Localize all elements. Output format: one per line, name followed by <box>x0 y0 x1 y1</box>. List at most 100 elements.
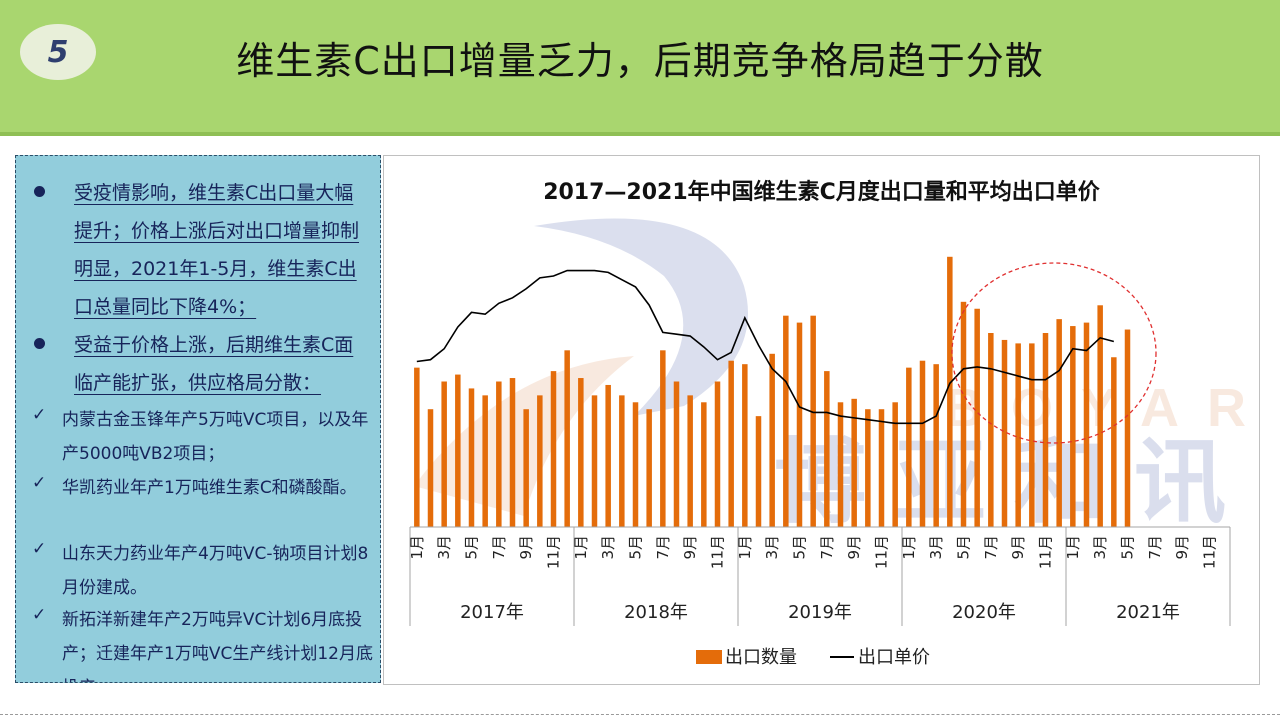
bar-export-volume <box>1029 343 1035 527</box>
chart-area: BOYAR博亚和讯1月3月5月7月9月11月1月3月5月7月9月11月1月3月5… <box>383 155 1260 685</box>
header-divider <box>0 132 1280 136</box>
checkmark-icon: ✓ <box>32 539 47 559</box>
header-bar <box>0 0 1280 132</box>
line-export-price <box>416 269 1115 425</box>
bar-export-volume <box>783 315 789 527</box>
bar-export-volume <box>1070 326 1076 527</box>
chart-canvas: BOYAR博亚和讯1月3月5月7月9月11月1月3月5月7月9月11月1月3月5… <box>408 218 1259 668</box>
bar-export-volume <box>537 395 543 527</box>
year-label: 2018年 <box>624 602 688 623</box>
bar-export-volume <box>933 364 939 527</box>
bar-export-volume <box>550 371 557 527</box>
bar-export-volume <box>509 378 516 527</box>
x-tick-label: 9月 <box>517 535 535 560</box>
chart-title: 2017—2021年中国维生素C月度出口量和平均出口单价 <box>543 180 1100 205</box>
x-tick-label: 1月 <box>736 535 754 560</box>
bar-export-volume <box>701 402 707 527</box>
bar-export-volume <box>1124 329 1131 527</box>
check-item: ✓ 山东天力药业年产4万吨VC-钠项目计划8月份建成。 <box>30 537 376 605</box>
check-item: ✓ 华凯药业年产1万吨维生素C和磷酸酯。 <box>30 471 376 505</box>
check-text: 新拓洋新建年产2万吨异VC计划6月底投产；迁建年产1万吨VC生产线计划12月底投… <box>62 610 373 682</box>
bar-export-volume <box>455 374 461 527</box>
year-label: 2020年 <box>952 602 1016 623</box>
bar-export-volume <box>632 402 639 527</box>
x-tick-label: 7月 <box>982 535 1000 560</box>
year-label: 2019年 <box>788 602 852 623</box>
bar-export-volume <box>482 395 488 527</box>
bar-export-volume <box>906 367 912 527</box>
bar-export-volume <box>605 384 611 527</box>
watermark-chinese-char: 讯 <box>1134 429 1226 536</box>
bar-export-volume <box>810 315 816 527</box>
bar-export-volume <box>865 409 871 527</box>
year-label: 2021年 <box>1116 602 1180 623</box>
watermark-chinese-char: 博 <box>774 429 866 536</box>
bar-export-volume <box>578 378 584 527</box>
x-tick-label: 11月 <box>709 535 727 569</box>
bar-export-volume <box>947 256 953 527</box>
bar-export-volume <box>714 381 721 527</box>
bar-export-volume <box>892 402 898 527</box>
x-tick-label: 7月 <box>654 535 672 560</box>
x-tick-label: 1月 <box>1064 535 1082 560</box>
bar-export-volume <box>1015 343 1021 527</box>
x-tick-label: 5月 <box>955 535 973 560</box>
x-tick-label: 9月 <box>845 535 863 560</box>
x-tick-label: 9月 <box>1173 535 1191 560</box>
bar-export-volume <box>919 360 926 527</box>
x-tick-label: 3月 <box>927 535 945 560</box>
bar-export-volume <box>796 322 803 527</box>
bar-export-volume <box>851 398 857 527</box>
check-item: ✓ 新拓洋新建年产2万吨异VC计划6月底投产；迁建年产1万吨VC生产线计划12月… <box>30 603 376 682</box>
check-text: 内蒙古金玉锋年产5万吨VC项目，以及年产5000吨VB2项目； <box>62 410 369 464</box>
bar-export-volume <box>619 395 625 527</box>
bar-export-volume <box>660 350 666 527</box>
bar-export-volume <box>1056 319 1062 527</box>
x-tick-label: 3月 <box>599 535 617 560</box>
year-label: 2017年 <box>460 602 524 623</box>
bar-export-volume <box>742 364 748 527</box>
x-tick-label: 5月 <box>791 535 809 560</box>
bar-export-volume <box>414 367 420 527</box>
bullet-dot-icon <box>34 338 45 349</box>
bar-export-volume <box>1001 339 1008 527</box>
check-text: 山东天力药业年产4万吨VC-钠项目计划8月份建成。 <box>62 544 369 598</box>
bar-export-volume <box>646 409 652 527</box>
bar-export-volume <box>427 409 434 527</box>
x-tick-label: 5月 <box>463 535 481 560</box>
bar-export-volume <box>728 360 734 527</box>
bar-export-volume <box>769 353 775 527</box>
check-text: 华凯药业年产1万吨维生素C和磷酸酯。 <box>62 478 357 498</box>
bar-export-volume <box>687 395 693 527</box>
x-tick-label: 1月 <box>572 535 590 560</box>
bar-export-volume <box>988 333 994 527</box>
highlight-circle <box>951 262 1157 444</box>
slide-title: 维生素C出口增量乏力，后期竞争格局趋于分散 <box>236 39 1044 83</box>
x-tick-label: 3月 <box>435 535 453 560</box>
x-tick-label: 3月 <box>763 535 781 560</box>
bullet-point: 受疫情影响，维生素C出口量大幅提升；价格上涨后对出口增量抑制明显，2021年1-… <box>30 174 370 326</box>
bar-export-volume <box>824 371 830 527</box>
watermark-latin-text: BOYAR <box>944 378 1259 438</box>
check-item: ✓ 内蒙古金玉锋年产5万吨VC项目，以及年产5000吨VB2项目； <box>30 403 376 471</box>
bullet-point: 受益于价格上涨，后期维生素C面临产能扩张，供应格局分散： <box>30 326 370 402</box>
bullet-text: 受疫情影响，维生素C出口量大幅提升；价格上涨后对出口增量抑制明显，2021年1-… <box>74 182 360 318</box>
watermark-swoosh-shape <box>534 218 748 416</box>
checkmark-icon: ✓ <box>32 473 47 493</box>
bar-export-volume <box>496 381 502 527</box>
bar-export-volume <box>1042 333 1049 527</box>
checkmark-icon: ✓ <box>32 605 47 625</box>
bar-export-volume <box>755 416 762 527</box>
x-tick-label: 7月 <box>818 535 836 560</box>
bar-export-volume <box>468 388 475 527</box>
bar-export-volume <box>1083 322 1090 527</box>
x-tick-label: 9月 <box>681 535 699 560</box>
legend-label-bar: 出口数量 <box>725 647 797 668</box>
bar-export-volume <box>878 409 885 527</box>
slide-number-badge: 5 <box>20 24 96 80</box>
bar-export-volume <box>441 381 447 527</box>
bar-export-volume <box>837 402 844 527</box>
x-tick-label: 3月 <box>1091 535 1109 560</box>
x-tick-label: 11月 <box>1201 535 1219 569</box>
bar-export-volume <box>1111 357 1117 527</box>
